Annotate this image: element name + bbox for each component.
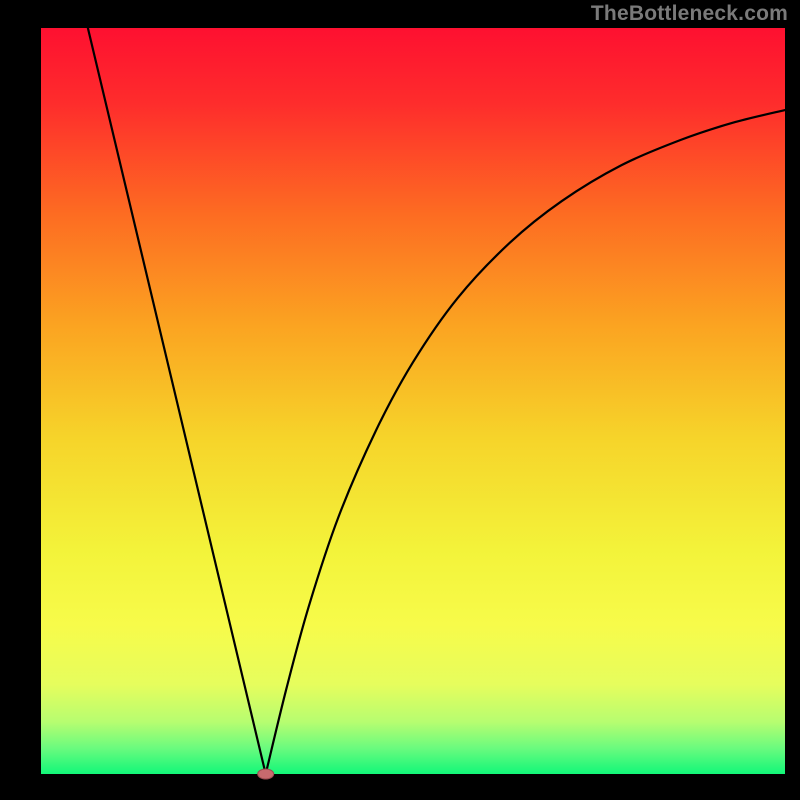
plot-background	[41, 28, 785, 774]
bottleneck-chart-svg	[0, 0, 800, 800]
chart-container: TheBottleneck.com	[0, 0, 800, 800]
watermark-text: TheBottleneck.com	[591, 2, 788, 26]
minimum-marker	[258, 769, 274, 779]
